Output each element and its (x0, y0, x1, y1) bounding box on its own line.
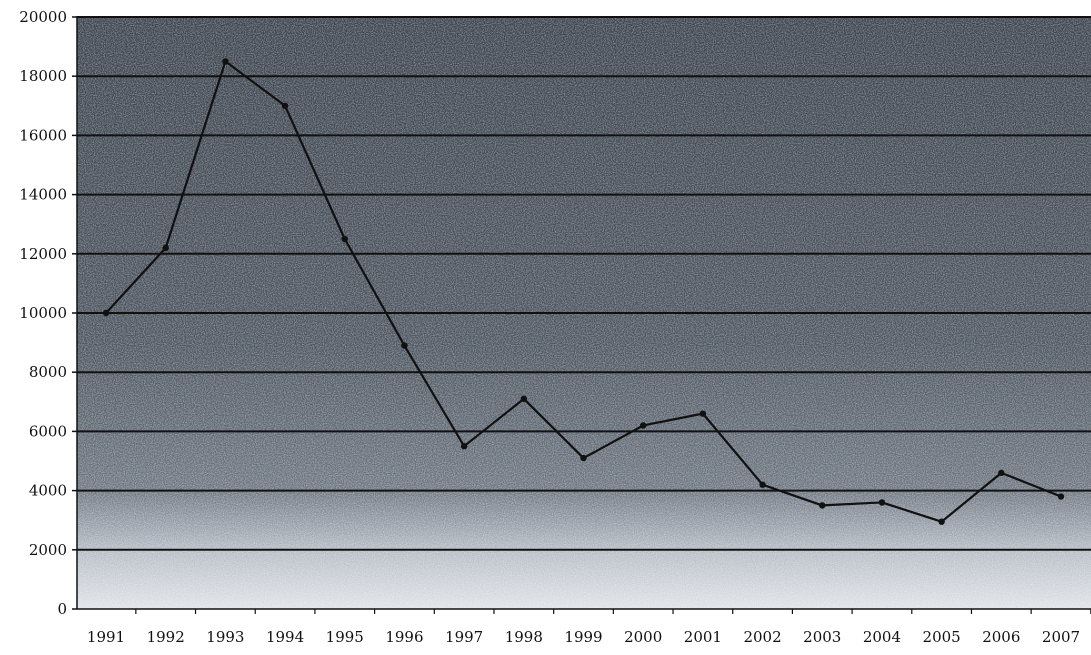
x-tick-label-2006: 2006 (982, 628, 1020, 646)
x-tick-label-1993: 1993 (206, 628, 244, 646)
x-tick-label-1999: 1999 (564, 628, 602, 646)
y-tick-label-16000: 16000 (19, 126, 67, 144)
x-tick-label-2007: 2007 (1042, 628, 1080, 646)
x-axis-tick-labels: 1991 1992 1993 1994 1995 1996 1997 1998 1999 2000… (87, 628, 1080, 646)
x-tick-label-2000: 2000 (624, 628, 662, 646)
x-tick-label-1991: 1991 (87, 628, 125, 646)
data-point-2004 (878, 499, 886, 506)
data-point-2007 (1057, 493, 1065, 500)
data-point-2001 (699, 410, 707, 417)
data-point-2005 (938, 518, 945, 525)
y-tick-label-8000: 8000 (29, 363, 67, 381)
data-point-1995 (341, 235, 348, 243)
x-tick-label-1995: 1995 (326, 628, 364, 646)
y-tick-label-0: 0 (57, 600, 67, 618)
x-tick-label-2005: 2005 (923, 628, 961, 646)
x-tick-label-1997: 1997 (445, 628, 483, 646)
data-point-2006 (998, 469, 1005, 477)
data-point-1996 (401, 342, 408, 349)
y-axis-tick-labels: 0 2000 4000 6000 8000 10000 12000 14000 16000 180… (19, 8, 67, 618)
series-layer (102, 58, 1065, 525)
data-point-1992 (162, 244, 169, 252)
y-tick-label-4000: 4000 (29, 482, 67, 500)
x-tick-label-1992: 1992 (147, 628, 185, 646)
x-tick-label-1996: 1996 (385, 628, 423, 646)
data-point-1993 (222, 58, 229, 65)
data-point-1991 (102, 309, 110, 317)
x-tick-label-2004: 2004 (863, 628, 901, 646)
x-tick-label-1994: 1994 (266, 628, 304, 646)
data-point-1994 (281, 102, 289, 110)
data-point-2002 (759, 481, 766, 488)
y-tick-label-6000: 6000 (29, 422, 67, 440)
y-tick-label-18000: 18000 (19, 67, 67, 85)
gridlines (77, 16, 1091, 551)
data-point-1999 (580, 454, 587, 462)
y-tick-label-14000: 14000 (19, 186, 67, 204)
data-point-2000 (639, 422, 647, 429)
data-point-1997 (460, 443, 468, 450)
data-point-1998 (520, 395, 528, 403)
y-tick-label-20000: 20000 (19, 8, 67, 26)
x-tick-label-2003: 2003 (803, 628, 841, 646)
y-tick-label-2000: 2000 (29, 541, 67, 559)
axes (72, 16, 1091, 614)
data-point-2003 (819, 502, 826, 509)
y-tick-label-10000: 10000 (19, 304, 67, 322)
x-tick-label-2002: 2002 (743, 628, 781, 646)
y-tick-label-12000: 12000 (19, 245, 67, 263)
x-tick-label-1998: 1998 (505, 628, 543, 646)
x-tick-label-2001: 2001 (684, 628, 722, 646)
